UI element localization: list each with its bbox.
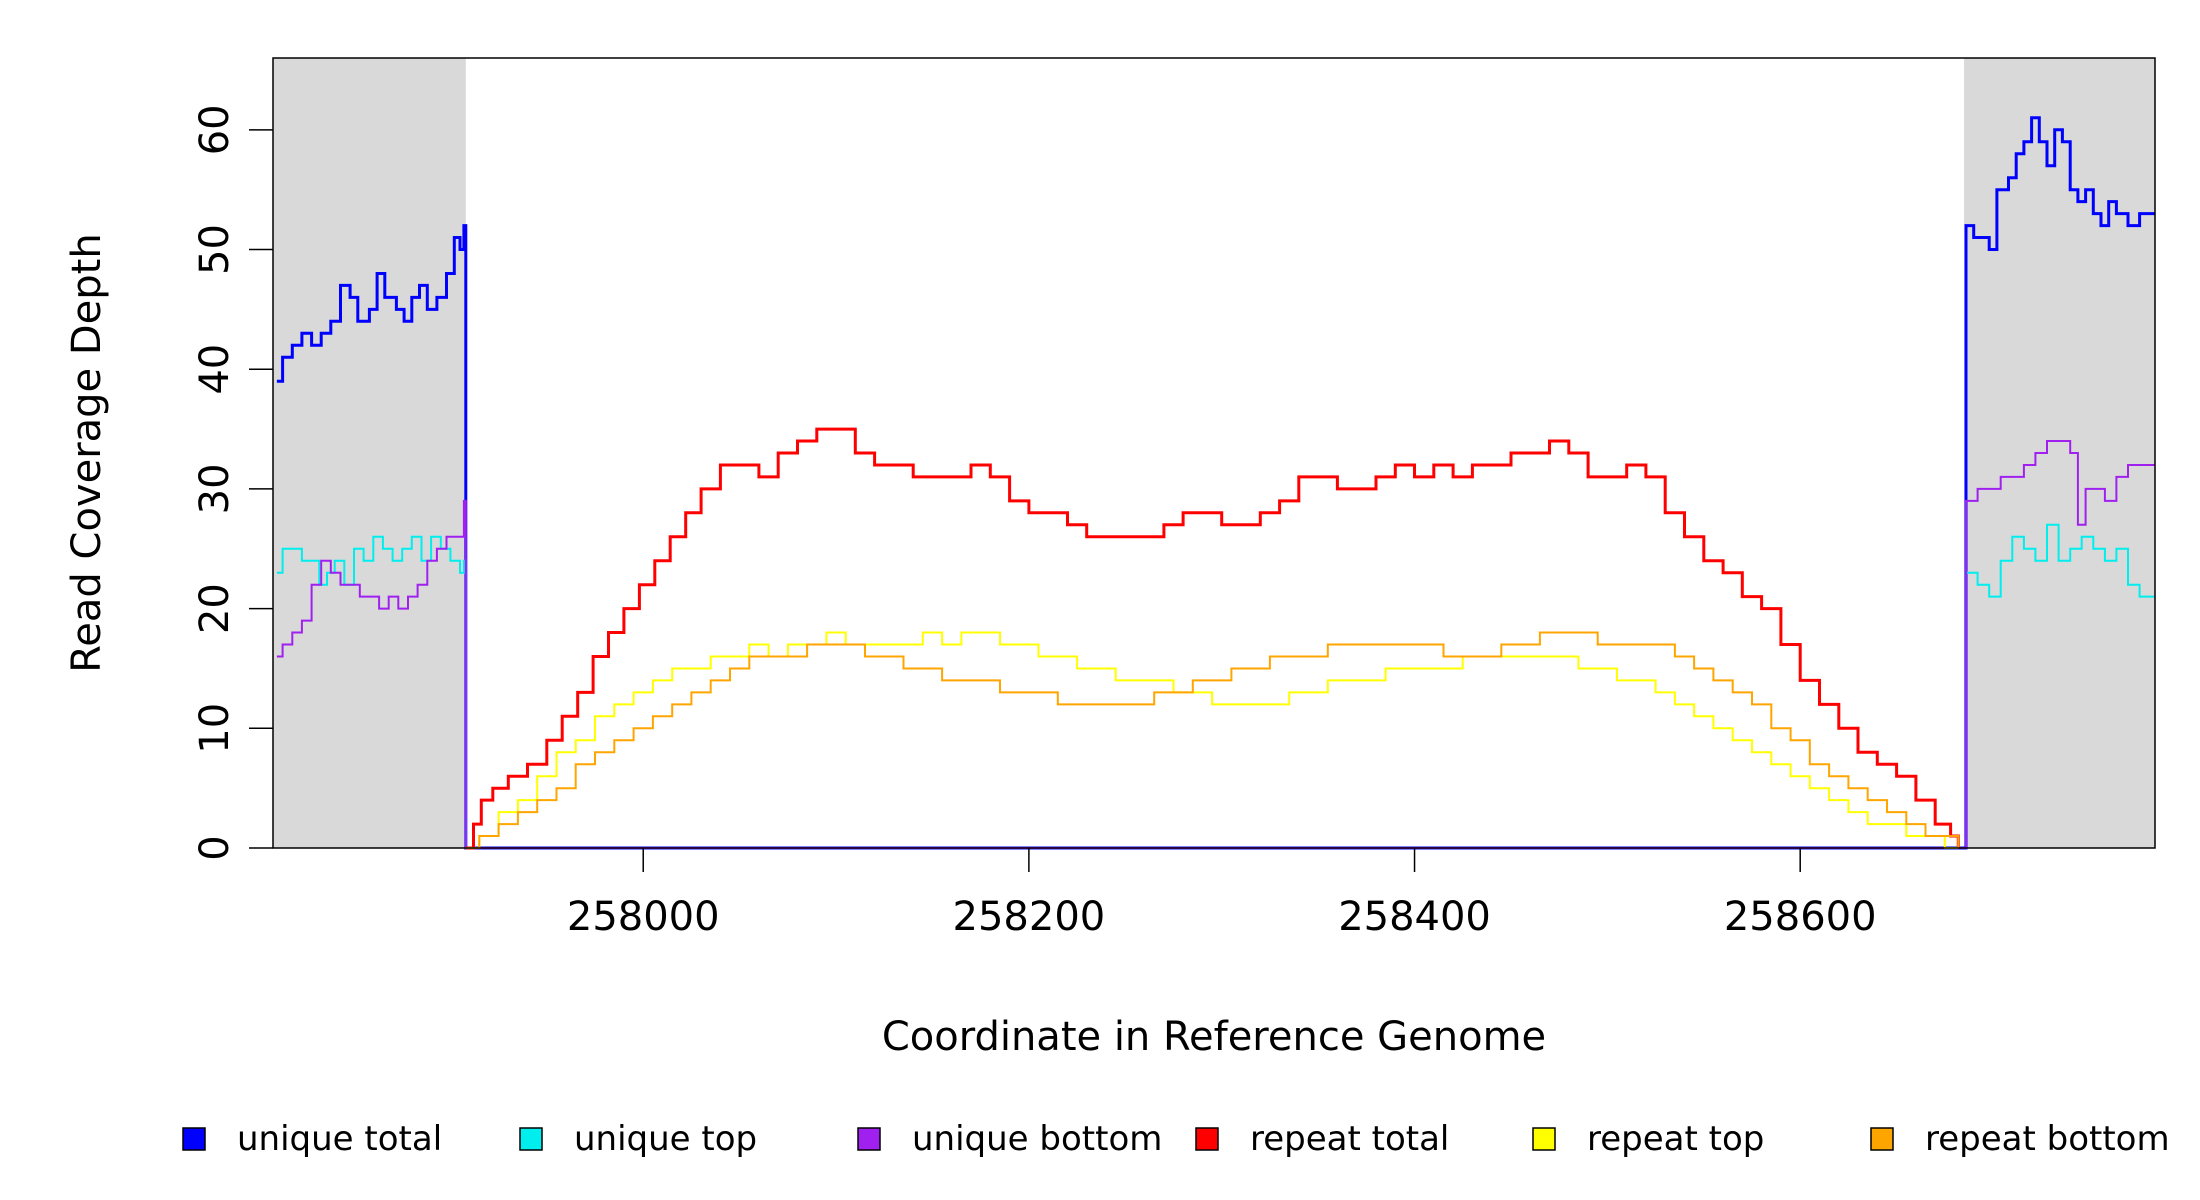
legend-swatch-3 (857, 1127, 881, 1151)
series-line-3 (276, 440, 2155, 849)
legend-swatch-2 (519, 1127, 543, 1151)
x-tick-label-258600: 258600 (1724, 894, 1877, 940)
legend-swatch-6 (1870, 1127, 1894, 1151)
y-tick-label-0: 0 (192, 835, 238, 860)
y-axis-label: Read Coverage Depth (64, 233, 110, 672)
series-lines (276, 116, 2155, 850)
series-line-5 (465, 631, 1959, 849)
legend: unique total unique top unique bottom repea… (182, 1119, 2170, 1159)
y-tick-label-30: 30 (192, 463, 238, 514)
series-line-2 (276, 523, 2155, 849)
series-line-6 (465, 631, 1960, 849)
series-line-4 (465, 427, 1960, 850)
shaded-regions (273, 58, 2155, 848)
plot-frame (272, 57, 2156, 849)
x-axis: 258000 258200 258400 258600 (567, 848, 1877, 940)
legend-swatch-5 (1532, 1127, 1556, 1151)
legend-label-2: unique top (574, 1119, 757, 1159)
legend-swatch-1 (182, 1127, 206, 1151)
y-tick-label-20: 20 (192, 583, 238, 634)
series-line-1 (276, 116, 2155, 850)
x-axis-label: Coordinate in Reference Genome (882, 1014, 1546, 1060)
y-tick-label-10: 10 (192, 703, 238, 754)
y-tick-label-40: 40 (192, 344, 238, 395)
y-axis: 0 10 20 30 40 50 60 (192, 104, 273, 861)
legend-label-5: repeat top (1587, 1119, 1764, 1159)
x-tick-label-258000: 258000 (567, 894, 720, 940)
x-tick-label-258200: 258200 (953, 894, 1106, 940)
legend-label-6: repeat bottom (1925, 1119, 2170, 1159)
x-tick-label-258400: 258400 (1338, 894, 1491, 940)
legend-swatch-4 (1195, 1127, 1219, 1151)
legend-label-1: unique total (237, 1119, 442, 1159)
shaded-region-2 (1964, 58, 2155, 848)
y-tick-label-50: 50 (192, 224, 238, 275)
legend-label-4: repeat total (1250, 1119, 1449, 1159)
shaded-region-1 (273, 58, 466, 848)
y-tick-label-60: 60 (192, 104, 238, 155)
legend-label-3: unique bottom (912, 1119, 1162, 1159)
